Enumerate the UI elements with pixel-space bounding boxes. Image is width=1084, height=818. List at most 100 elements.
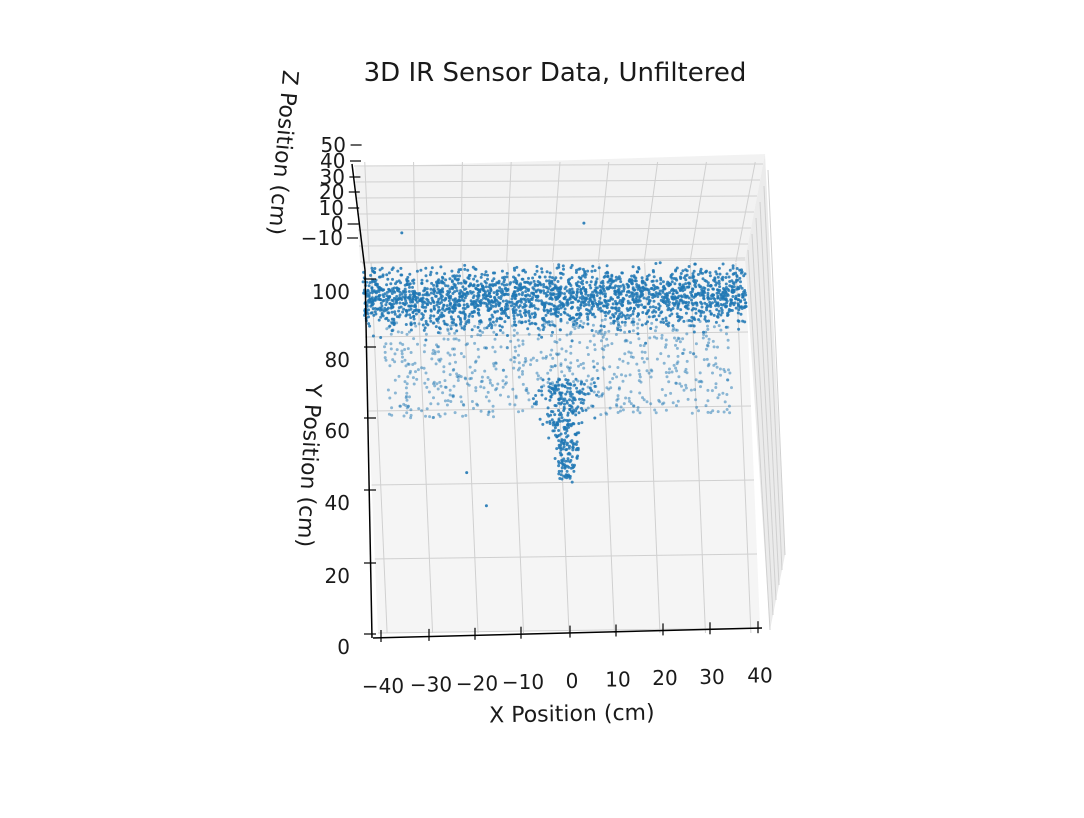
data-point — [435, 382, 439, 386]
data-point — [672, 363, 676, 367]
data-point — [383, 350, 387, 354]
data-point — [636, 332, 640, 336]
data-point — [548, 284, 552, 288]
data-point — [503, 320, 507, 324]
data-point — [679, 288, 683, 292]
data-point — [434, 294, 438, 298]
grid — [353, 161, 786, 634]
data-point — [416, 342, 419, 346]
z-axis-line — [351, 163, 366, 271]
data-point — [374, 296, 377, 300]
data-point — [712, 345, 716, 349]
data-point — [536, 283, 540, 287]
data-point — [453, 331, 457, 335]
data-point — [629, 390, 633, 394]
data-point — [570, 291, 574, 295]
data-point — [405, 398, 409, 402]
data-point — [409, 328, 413, 332]
data-point — [735, 275, 739, 278]
data-point — [579, 277, 583, 280]
data-point — [716, 296, 720, 300]
data-point — [368, 291, 372, 295]
data-point — [422, 366, 426, 370]
data-point — [381, 314, 385, 318]
grid-line — [354, 179, 761, 183]
data-point — [408, 395, 411, 399]
data-point — [519, 282, 522, 286]
data-point — [684, 301, 688, 305]
data-point — [591, 359, 595, 363]
data-point — [576, 306, 580, 310]
data-point — [468, 312, 472, 316]
data-point — [662, 321, 666, 324]
data-point — [719, 328, 723, 332]
data-point — [505, 275, 509, 279]
data-point — [544, 294, 548, 298]
data-point — [475, 298, 479, 302]
data-point — [447, 299, 451, 303]
data-point — [582, 221, 586, 225]
data-point — [556, 314, 560, 318]
data-point — [560, 384, 564, 388]
data-point — [505, 271, 509, 275]
data-point — [621, 313, 625, 317]
data-point — [551, 410, 555, 414]
z-axis-label: Z Position (cm) — [263, 69, 302, 236]
data-point — [449, 324, 453, 328]
data-point — [684, 386, 688, 390]
data-point — [370, 286, 374, 290]
data-point — [732, 282, 736, 286]
data-point — [503, 278, 506, 282]
data-point — [477, 355, 481, 359]
data-point — [551, 356, 555, 360]
data-point — [493, 298, 497, 302]
data-point — [541, 378, 545, 382]
data-point — [609, 316, 613, 320]
data-point — [605, 264, 609, 268]
data-point — [453, 276, 457, 280]
data-point — [581, 325, 585, 329]
data-point — [513, 290, 517, 294]
data-point — [506, 395, 510, 399]
data-point — [537, 299, 541, 303]
data-point — [514, 323, 517, 327]
data-point — [727, 368, 730, 372]
data-point — [736, 302, 740, 306]
data-point — [590, 275, 594, 279]
data-point — [724, 298, 728, 302]
data-point — [422, 328, 426, 332]
data-point — [532, 291, 535, 295]
data-point — [659, 352, 663, 356]
data-point — [598, 291, 602, 295]
data-point — [505, 346, 509, 349]
data-point — [645, 369, 649, 373]
data-point — [451, 274, 455, 278]
data-point — [548, 275, 552, 279]
data-point — [432, 415, 435, 419]
data-point — [670, 295, 674, 299]
data-point — [521, 305, 525, 309]
data-point — [702, 358, 706, 362]
data-point — [541, 328, 545, 332]
data-point — [659, 298, 663, 302]
data-point — [652, 288, 656, 292]
data-point — [569, 466, 573, 470]
data-point — [440, 311, 444, 315]
data-point — [384, 303, 388, 307]
data-point — [581, 409, 585, 413]
data-point — [646, 320, 649, 324]
data-point — [443, 399, 447, 403]
data-point — [575, 386, 579, 390]
data-point — [480, 320, 484, 324]
grid-line — [365, 331, 749, 338]
z-tick-label: 10 — [319, 196, 344, 220]
data-point — [637, 337, 641, 341]
data-point — [513, 285, 517, 289]
data-point — [456, 277, 460, 281]
data-point — [460, 290, 464, 294]
data-point — [536, 377, 540, 381]
data-point — [420, 312, 424, 316]
data-point — [446, 337, 450, 341]
data-point — [417, 322, 421, 326]
